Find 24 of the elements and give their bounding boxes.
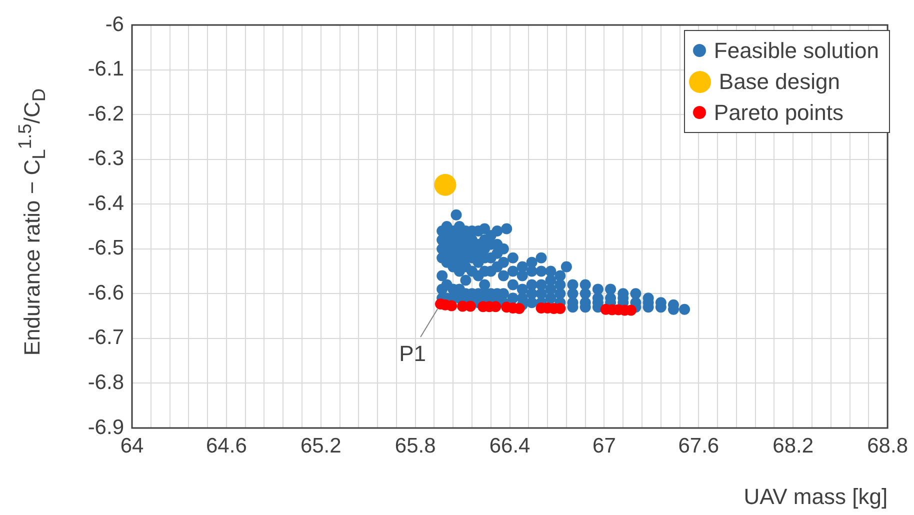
y-tick-label: -6	[105, 12, 124, 36]
legend-label: Feasible solution	[714, 37, 879, 65]
x-tick-label: 68.2	[772, 434, 814, 458]
y-tick-label: -6.7	[88, 326, 124, 350]
x-tick-label: 64.6	[206, 434, 247, 458]
x-tick-label: 67	[592, 434, 616, 458]
y-tick-label: -6.4	[88, 192, 124, 215]
x-tick-label: 66.4	[489, 434, 531, 458]
y-tick-label: -6.6	[88, 281, 124, 304]
y-tick-label: -6.3	[88, 147, 124, 170]
point	[434, 174, 456, 196]
y-tick-label: -6.5	[88, 236, 124, 260]
point	[446, 300, 458, 312]
x-tick-label: 65.2	[300, 434, 342, 458]
y-tick-label: -6.8	[88, 371, 124, 394]
annotation: P1	[399, 341, 426, 366]
x-axis-title: UAV mass [kg]	[744, 484, 888, 509]
x-tick-label: 65.8	[394, 434, 436, 458]
x-tick-label: 67.6	[678, 434, 720, 458]
y-tick-label: -6.2	[88, 102, 124, 126]
legend-label: Pareto points	[714, 99, 844, 127]
legend-label: Base design	[718, 68, 840, 96]
y-tick-label: -6.1	[88, 58, 124, 81]
x-tick-label: 68.8	[867, 434, 908, 458]
